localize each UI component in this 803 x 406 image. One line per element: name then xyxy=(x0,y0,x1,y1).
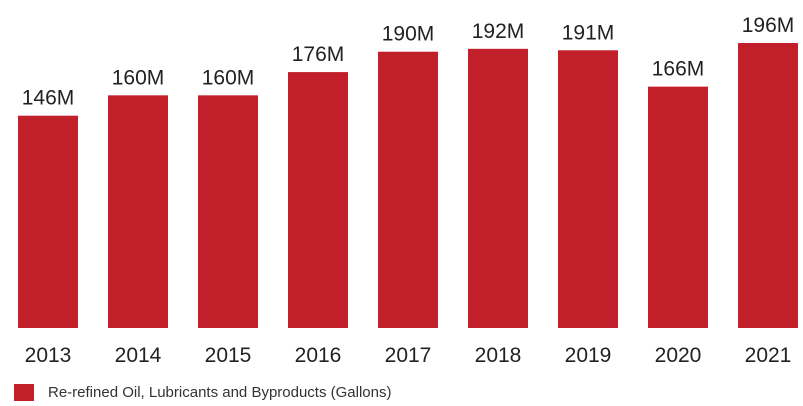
bar-2015 xyxy=(198,95,258,328)
x-tick-label-2019: 2019 xyxy=(565,344,612,367)
bar-2014 xyxy=(108,95,168,328)
x-tick-label-2016: 2016 xyxy=(295,344,342,367)
legend-swatch xyxy=(14,384,34,401)
bar-2018 xyxy=(468,48,528,329)
bar-chart: 146M 2013 160M 2014 160M 2015 176M 2016 190M 2017… xyxy=(18,14,798,367)
x-tick-label-2014: 2014 xyxy=(115,344,162,367)
legend-label: Re-refined Oil, Lubricants and Byproduct… xyxy=(48,384,392,401)
bar-2016 xyxy=(288,72,348,328)
legend: Re-refined Oil, Lubricants and Byproduct… xyxy=(14,384,392,401)
bar-2020 xyxy=(648,86,708,328)
bar-2021 xyxy=(738,43,798,328)
bar-2013 xyxy=(18,115,78,329)
x-tick-label-2015: 2015 xyxy=(205,344,252,367)
x-tick-label-2020: 2020 xyxy=(655,344,702,367)
value-label-2017: 190M xyxy=(382,23,435,46)
value-label-2014: 160M xyxy=(112,66,165,89)
value-label-2021: 196M xyxy=(742,14,795,37)
x-tick-label-2021: 2021 xyxy=(745,344,792,367)
value-label-2019: 191M xyxy=(562,21,615,44)
value-label-2016: 176M xyxy=(292,43,345,66)
value-label-2013: 146M xyxy=(22,87,75,110)
value-label-2018: 192M xyxy=(472,20,525,43)
x-tick-label-2013: 2013 xyxy=(25,344,72,367)
x-tick-label-2018: 2018 xyxy=(475,344,522,367)
value-label-2015: 160M xyxy=(202,66,255,89)
x-tick-label-2017: 2017 xyxy=(385,344,432,367)
bar-2019 xyxy=(558,50,618,328)
value-label-2020: 166M xyxy=(652,58,705,81)
bar-2017 xyxy=(378,51,438,329)
